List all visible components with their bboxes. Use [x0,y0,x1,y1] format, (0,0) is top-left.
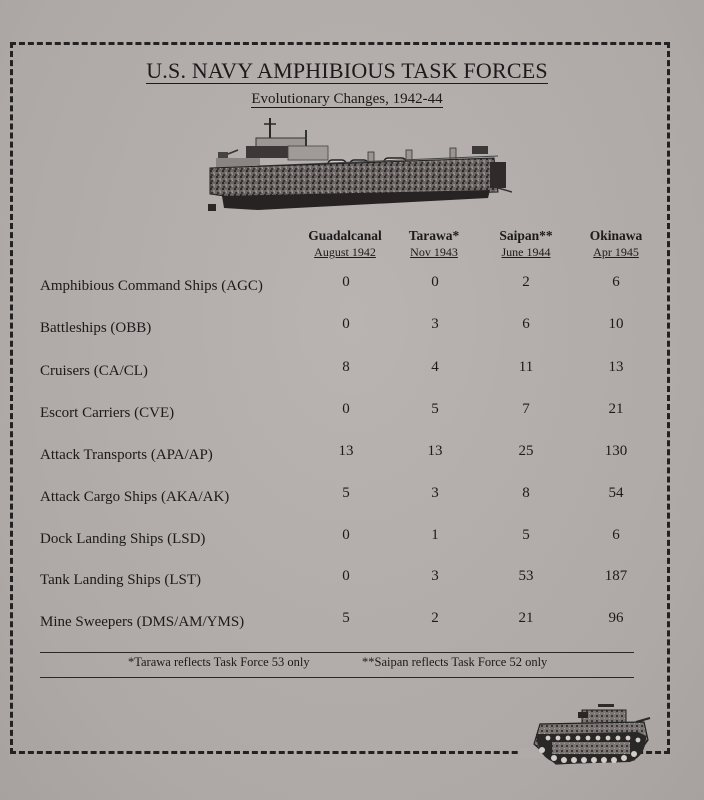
column-date: August 1942 [314,245,376,259]
cell-saipan: 7 [522,401,530,417]
title-text: U.S. NAVY AMPHIBIOUS TASK FORCES [146,58,548,84]
cell-tarawa: 3 [431,485,439,501]
cell-tarawa: 4 [431,359,439,375]
cell-saipan: 2 [522,274,530,290]
column-date: Apr 1945 [593,245,639,259]
column-name: Tarawa* [408,228,460,243]
cell-saipan: 11 [518,359,534,375]
cell-tarawa: 3 [431,568,439,584]
column-date: Nov 1943 [410,245,458,259]
row-label: Battleships (OBB) [40,320,152,336]
table-row: Dock Landing Ships (LSD) 0 1 5 6 [40,527,660,555]
column-header-okinawa: Okinawa Apr 1945 [566,228,666,260]
table-row: Cruisers (CA/CL) 8 4 11 13 [40,359,660,387]
cell-saipan: 53 [518,568,534,584]
cell-guadalcanal: 0 [342,316,350,332]
cell-guadalcanal: 0 [342,401,350,417]
page-title: U.S. NAVY AMPHIBIOUS TASK FORCES [0,58,694,84]
table-row: Tank Landing Ships (LST) 0 3 53 187 [40,568,660,596]
subtitle-text: Evolutionary Changes, 1942-44 [251,91,443,108]
row-label: Amphibious Command Ships (AGC) [40,278,263,294]
column-name: Guadalcanal [308,228,382,243]
cell-tarawa: 3 [431,316,439,332]
cell-okinawa: 96 [608,610,624,626]
row-label: Attack Cargo Ships (AKA/AK) [40,489,230,505]
row-label: Mine Sweepers (DMS/AM/YMS) [40,614,245,630]
cell-saipan: 5 [522,527,530,543]
row-label: Attack Transports (APA/AP) [40,447,213,463]
cell-guadalcanal: 5 [342,610,350,626]
footnote-tarawa: *Tarawa reflects Task Force 53 only [128,655,310,669]
cell-tarawa: 5 [431,401,439,417]
cell-guadalcanal: 13 [338,443,354,459]
column-header-saipan: Saipan** June 1944 [476,228,576,260]
column-name: Okinawa [589,228,643,243]
cell-guadalcanal: 5 [342,485,350,501]
cell-saipan: 25 [518,443,534,459]
table-row: Attack Cargo Ships (AKA/AK) 5 3 8 54 [40,485,660,513]
cell-okinawa: 130 [604,443,628,459]
cell-tarawa: 13 [427,443,443,459]
page-subtitle: Evolutionary Changes, 1942-44 [0,91,694,108]
cell-tarawa: 2 [431,610,439,626]
column-header-guadalcanal: Guadalcanal August 1942 [295,228,395,260]
table-row: Battleships (OBB) 0 3 6 10 [40,316,660,344]
cell-okinawa: 13 [608,359,624,375]
cell-guadalcanal: 0 [342,568,350,584]
cell-okinawa: 6 [612,527,620,543]
cell-saipan: 8 [522,485,530,501]
cell-guadalcanal: 8 [342,359,350,375]
cell-tarawa: 0 [431,274,439,290]
cell-tarawa: 1 [431,527,439,543]
table-row: Escort Carriers (CVE) 0 5 7 21 [40,401,660,429]
cell-okinawa: 6 [612,274,620,290]
cell-saipan: 6 [522,316,530,332]
row-label: Escort Carriers (CVE) [40,405,175,421]
row-label: Tank Landing Ships (LST) [40,572,202,588]
table-row: Mine Sweepers (DMS/AM/YMS) 5 2 21 96 [40,610,660,638]
cell-guadalcanal: 0 [342,527,350,543]
cell-saipan: 21 [518,610,534,626]
column-name: Saipan** [499,228,553,243]
footnote-rule-bottom [40,677,634,678]
amphibious-tank-icon [533,704,651,765]
footnote-rule-top [40,652,634,653]
dashed-border-frame [10,42,670,754]
table-row: Amphibious Command Ships (AGC) 0 0 2 6 [40,274,660,302]
cell-okinawa: 21 [608,401,624,417]
cell-okinawa: 54 [608,485,624,501]
cell-okinawa: 187 [604,568,628,584]
footnote-saipan: **Saipan reflects Task Force 52 only [362,655,548,669]
row-label: Cruisers (CA/CL) [40,363,148,379]
row-label: Dock Landing Ships (LSD) [40,531,206,547]
cell-guadalcanal: 0 [342,274,350,290]
ship-icon [208,118,512,211]
cell-okinawa: 10 [608,316,624,332]
table-row: Attack Transports (APA/AP) 13 13 25 130 [40,443,660,471]
column-header-tarawa: Tarawa* Nov 1943 [384,228,484,260]
column-date: June 1944 [501,245,551,259]
